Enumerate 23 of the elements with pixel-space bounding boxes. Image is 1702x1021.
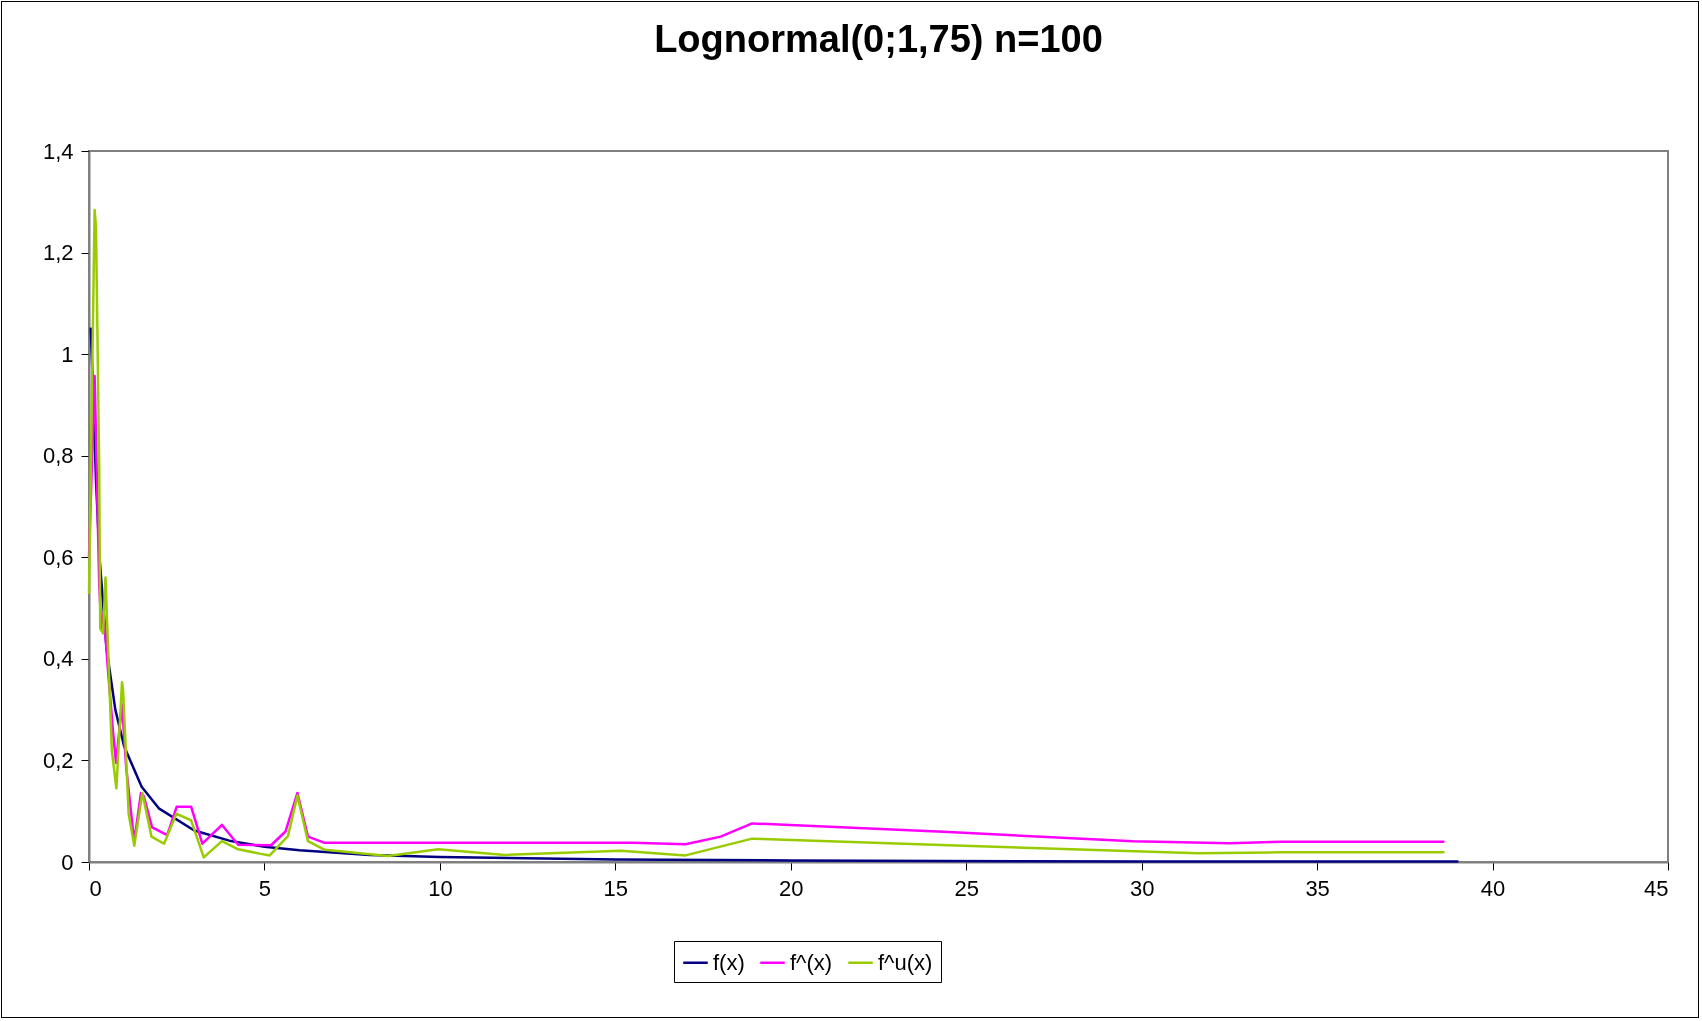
x-tick-label: 10 (428, 875, 453, 901)
legend-label: f^u(x) (878, 949, 933, 975)
x-tick-label: 25 (954, 875, 979, 901)
y-tick-label: 0,4 (42, 646, 74, 672)
x-tick-label: 35 (1305, 875, 1330, 901)
x-tick-label: 30 (1129, 875, 1155, 901)
y-tick-label: 0,6 (42, 544, 74, 570)
x-tick-label: 0 (89, 875, 102, 901)
y-tick-label: 1 (61, 341, 74, 367)
y-tick-label: 0,2 (42, 747, 74, 773)
chart-title: Lognormal(0;1,75) n=100 (654, 18, 1103, 60)
x-tick-label: 20 (779, 875, 804, 901)
x-tick-label: 40 (1480, 875, 1506, 901)
line-series (87, 208, 1445, 859)
y-tick-label: 1,2 (42, 240, 74, 266)
y-tick-label: 1,4 (42, 138, 74, 164)
x-tick-label: 45 (1644, 875, 1669, 901)
legend-label: f^(x) (790, 949, 833, 975)
y-tick-label: 0 (61, 849, 74, 875)
x-tick-label: 5 (258, 875, 272, 901)
y-tick-label: 0,8 (42, 443, 74, 469)
legend-label: f(x) (713, 949, 745, 975)
x-tick-label: 15 (603, 875, 629, 901)
